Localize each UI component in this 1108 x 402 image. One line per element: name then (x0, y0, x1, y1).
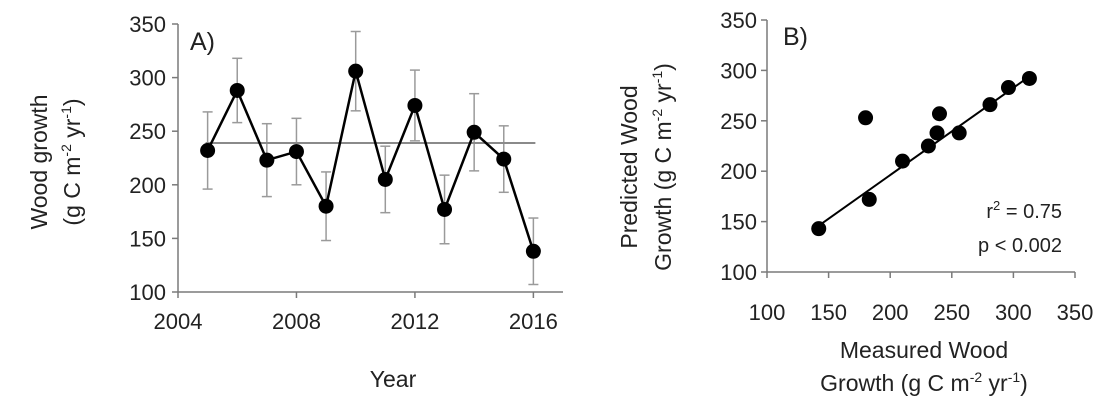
panel-b-x-tick-label: 150 (810, 300, 847, 325)
panel-a-axes (172, 23, 563, 298)
panel-b-y-label-end: ) (650, 63, 676, 71)
panel-b-point (861, 191, 877, 207)
panel-b-x-label-mid: yr (982, 370, 1008, 396)
panel-b-x-tick-label: 100 (749, 300, 786, 325)
panel-b-point (929, 125, 945, 141)
panel-b-y-tick-label: 350 (720, 8, 757, 33)
panel-a-y-tick-label: 250 (129, 119, 166, 144)
panel-b-y-label-units: Growth (g C m-2 yr-1) (649, 63, 676, 271)
panel-a-point (259, 152, 275, 168)
panel-b-point (931, 106, 947, 122)
panel-a-y-label-line2: (g C m (59, 157, 85, 226)
panel-a-y-tick-label: 100 (129, 280, 166, 305)
panel-a: 100 150 200 250 300 350 2004 2008 2012 2016 A) Y… (26, 12, 563, 392)
panel-b-x-label-line1: Measured Wood (840, 337, 1008, 363)
panel-a-y-label-sup2: -1 (58, 106, 74, 119)
panel-a-y-label-end: ) (59, 98, 85, 106)
panel-b-y-tick-label: 150 (720, 210, 757, 235)
panel-a-point (348, 63, 364, 79)
panel-a-label: A) (190, 28, 215, 56)
panel-b-point (951, 125, 967, 141)
panel-a-points (200, 63, 541, 259)
panel-b-point (1000, 80, 1016, 96)
panel-b-y-label-sup2: -1 (649, 71, 665, 84)
panel-b-point (1021, 70, 1037, 86)
panel-a-error-bars (202, 30, 539, 286)
panel-b-x-label-units: Growth (g C m-2 yr-1) (820, 369, 1028, 396)
panel-b-points (811, 70, 1037, 237)
panel-a-point (466, 124, 482, 140)
panel-b-y-label-mid: yr (650, 83, 676, 109)
panel-b-x-label-sup2: -1 (1008, 369, 1021, 385)
panel-b-p-value: p < 0.002 (978, 235, 1062, 257)
panel-a-y-tick-label: 200 (129, 173, 166, 198)
panel-a-point (318, 198, 334, 214)
panel-a-y-axis-label-units: (g C m-2 yr-1) (58, 98, 85, 225)
panel-b-point (920, 138, 936, 154)
panel-b-point (982, 97, 998, 113)
panel-a-point (407, 97, 423, 113)
panel-a-y-label-sup1: -2 (58, 144, 74, 157)
panel-a-y-tick-label: 300 (129, 66, 166, 91)
panel-b-r2-prefix: r (986, 201, 993, 223)
panel-a-point (229, 82, 245, 98)
panel-a-x-tick-labels: 2004 2008 2012 2016 (154, 309, 558, 334)
panel-b-x-tick-label: 200 (872, 300, 909, 325)
panel-a-point (496, 151, 512, 167)
panel-a-point (200, 142, 216, 158)
panel-a-series-line (206, 70, 535, 252)
panel-b-y-tick-label: 100 (720, 260, 757, 285)
panel-a-y-label-mid: yr (59, 118, 85, 144)
panel-a-point (377, 171, 393, 187)
panel-a-y-tick-label: 150 (129, 226, 166, 251)
panel-b-y-label-sup1: -2 (649, 109, 665, 122)
panel-b-x-label-end: ) (1020, 370, 1028, 396)
panel-a-point (288, 144, 304, 160)
panel-a-x-tick-label: 2016 (509, 309, 558, 334)
panel-b-point (858, 110, 874, 126)
panel-a-x-tick-label: 2004 (154, 309, 203, 334)
panel-b-y-tick-labels: 100 150 200 250 300 350 (720, 8, 757, 285)
panel-b-r2-sup: 2 (993, 198, 1000, 213)
panel-b-x-tick-label: 350 (1057, 300, 1094, 325)
panel-b-y-tick-label: 300 (720, 58, 757, 83)
panel-b: 100 150 200 250 300 350 100 150 200 250 300 350 B)… (616, 8, 1093, 396)
panel-b-point (811, 221, 827, 237)
panel-b-x-label-sup1: -2 (970, 369, 983, 385)
panel-a-y-axis-label: Wood growth (26, 94, 52, 229)
panel-b-r2-suffix: = 0.75 (1000, 201, 1062, 223)
panel-a-y-tick-label: 350 (129, 12, 166, 37)
panel-a-x-tick-label: 2008 (272, 309, 321, 334)
panel-b-y-tick-label: 250 (720, 109, 757, 134)
panel-a-y-tick-labels: 100 150 200 250 300 350 (129, 12, 166, 305)
panel-b-y-label-line2: Growth (g C m (650, 121, 676, 271)
svg-text:(g C m-2 yr-1): (g C m-2 yr-1) (58, 98, 85, 225)
panel-b-x-tick-label: 250 (933, 300, 970, 325)
panel-a-y-label-line1: Wood growth (26, 94, 52, 229)
panel-b-label: B) (783, 23, 808, 51)
panel-a-x-tick-label: 2012 (390, 309, 439, 334)
panel-b-x-tick-labels: 100 150 200 250 300 350 (749, 300, 1094, 325)
panel-b-x-tick-label: 300 (995, 300, 1032, 325)
panel-a-point (525, 243, 541, 259)
panel-b-axes (761, 19, 1076, 278)
panel-b-x-label-line2: Growth (g C m (820, 370, 970, 396)
panel-a-x-axis-label: Year (370, 366, 417, 392)
panel-b-point (895, 153, 911, 169)
panel-b-y-tick-label: 200 (720, 159, 757, 184)
panel-a-point (437, 201, 453, 217)
panel-b-y-label-line1: Predicted Wood (616, 85, 642, 248)
panel-b-r2: r2 = 0.75 (986, 198, 1062, 223)
